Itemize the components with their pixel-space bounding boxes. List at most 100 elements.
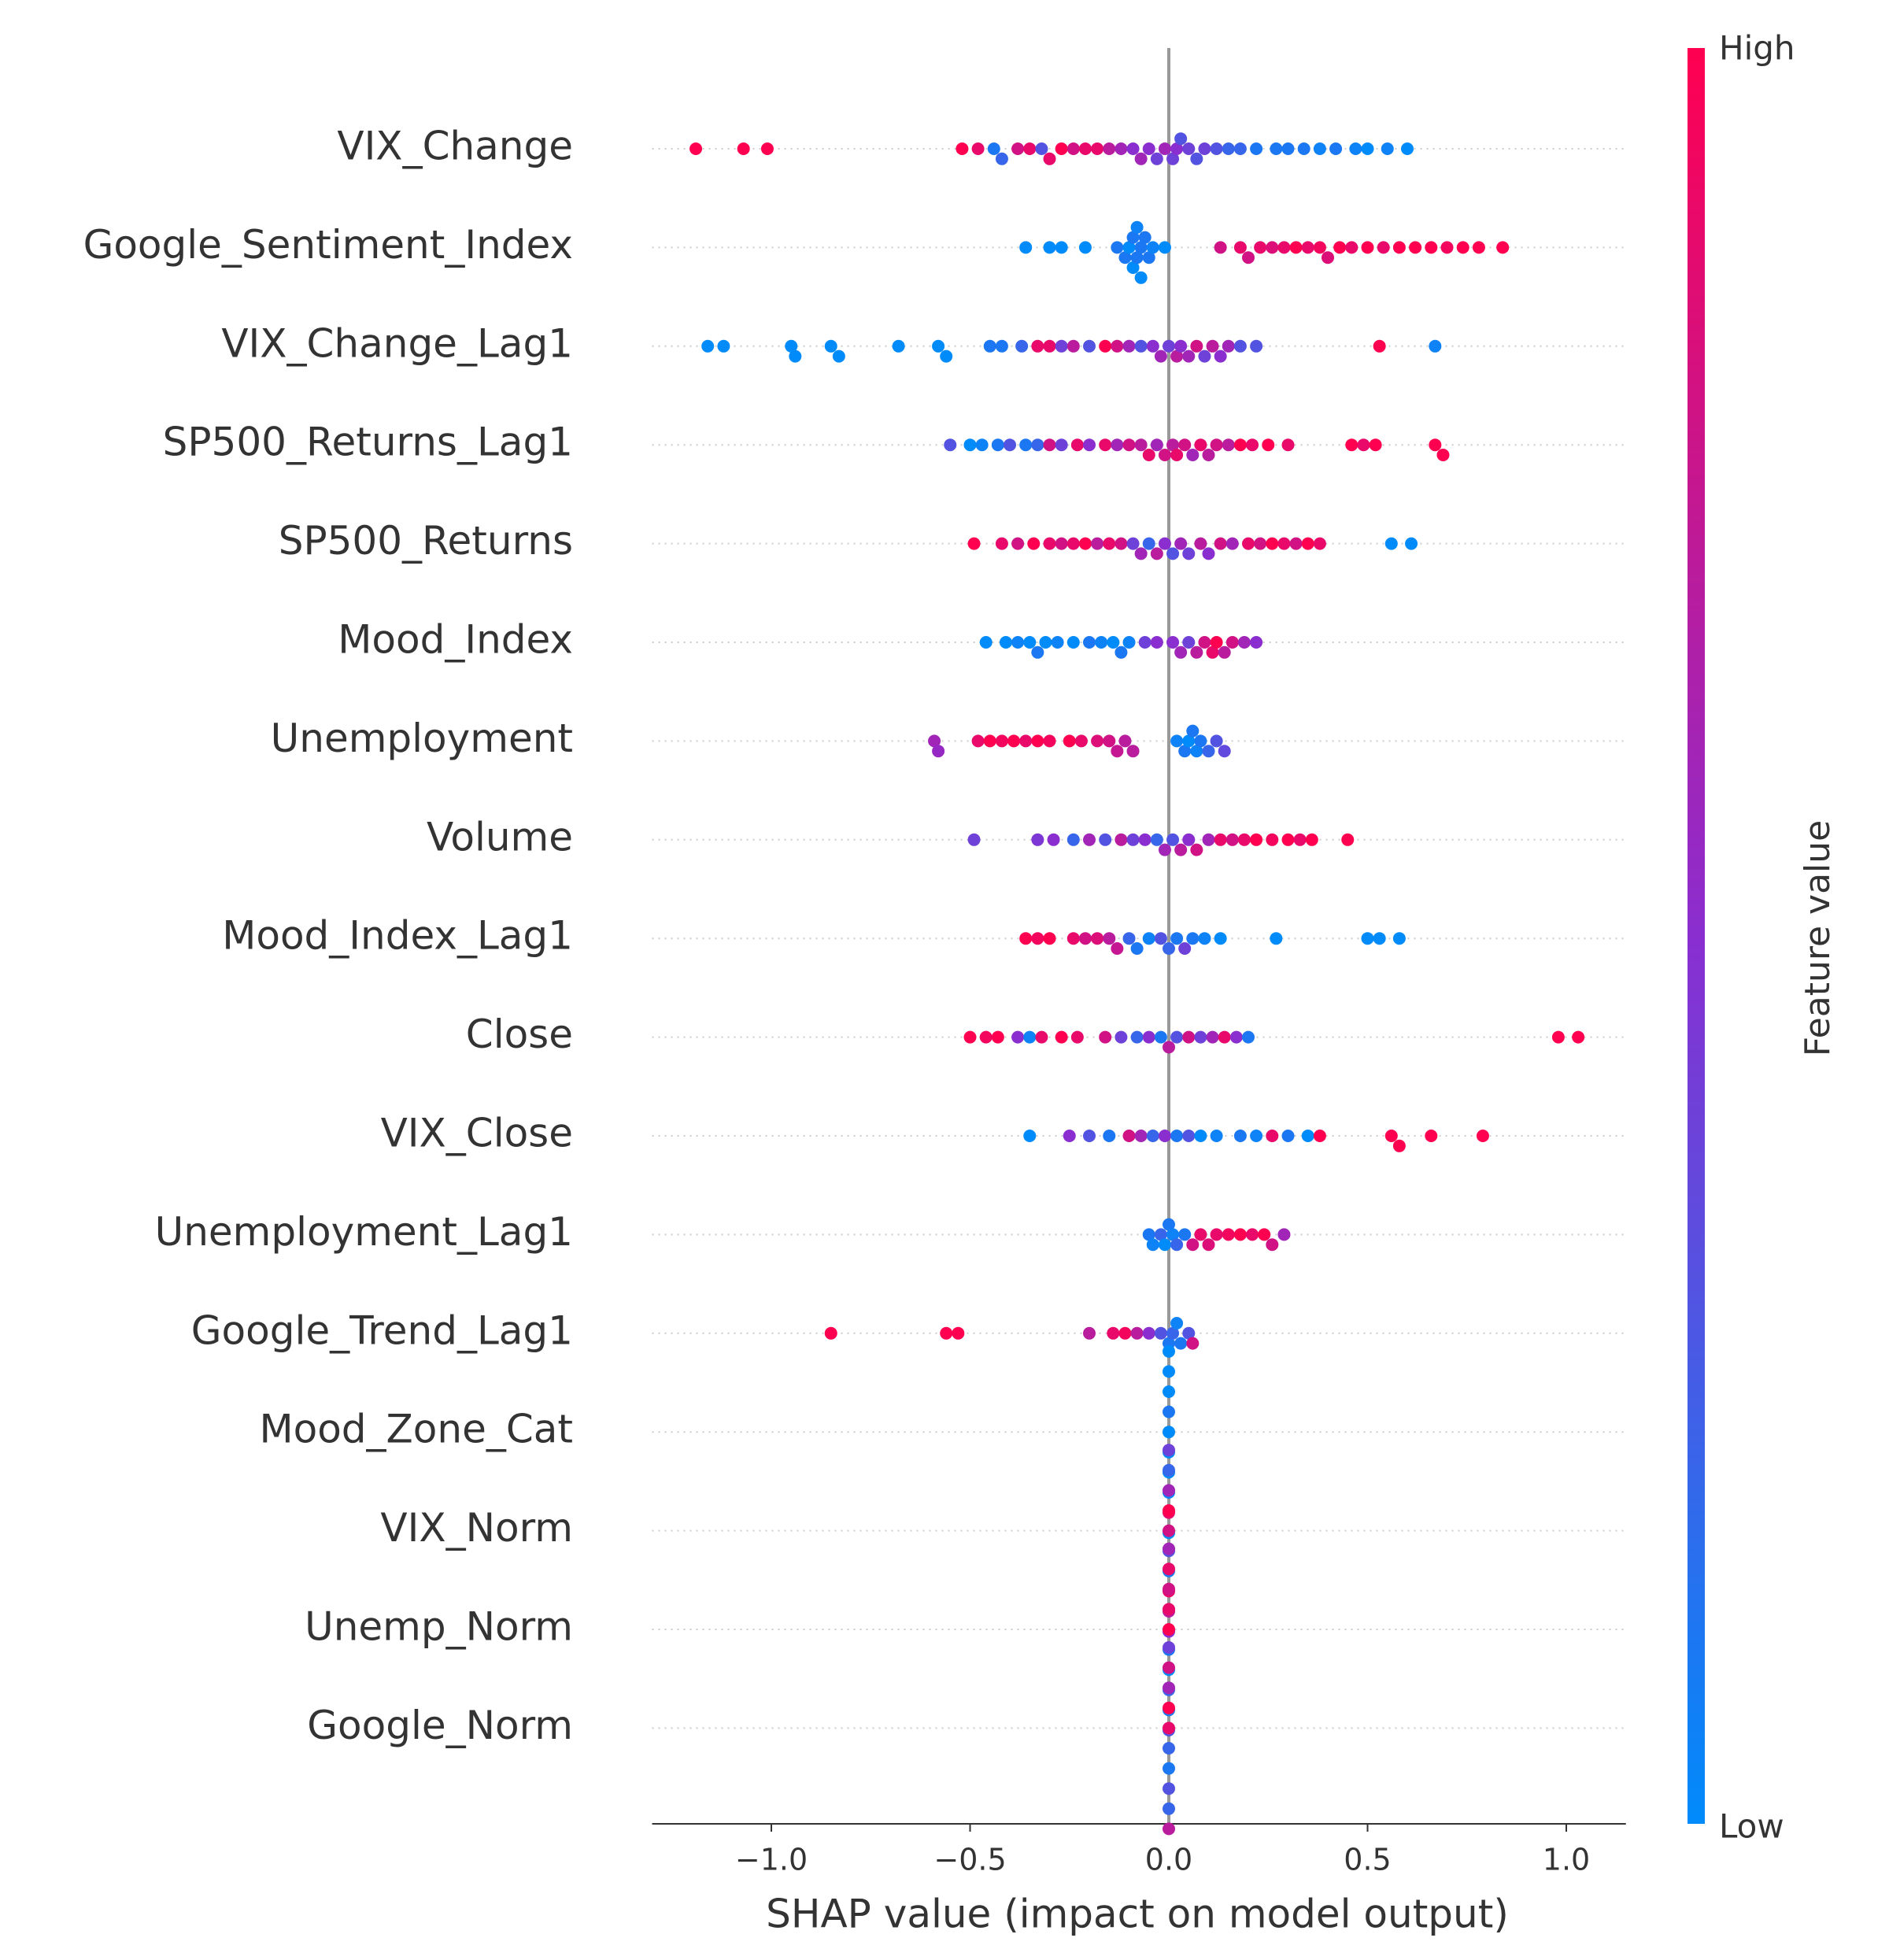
dot [1023,142,1037,155]
dot [1043,734,1056,748]
dot [1019,241,1033,254]
dot [1066,636,1080,649]
dot [689,142,703,155]
dot [1178,745,1192,758]
feature-label: Mood_Index_Lag1 [222,913,573,959]
dot [1154,349,1167,363]
dot [1369,438,1382,452]
dot [944,438,957,452]
dot [1270,142,1283,155]
dot [1194,1130,1207,1142]
dot [1266,833,1279,846]
dot [1111,745,1124,758]
dot [1163,1782,1175,1795]
dot [1150,438,1163,452]
dot [1070,1030,1084,1044]
feature-label: SP500_Returns [279,518,573,564]
dot [1425,1130,1438,1142]
dot [789,349,802,363]
dot [1194,537,1207,550]
dot [1063,1130,1076,1142]
colorbar-low: Low [1719,1807,1784,1846]
dot [1115,1030,1128,1044]
dot [1163,1385,1175,1398]
dot [1130,251,1144,264]
dot [1055,438,1068,452]
dot [1301,241,1314,254]
dot [1158,449,1171,461]
dot [1122,1130,1136,1142]
dot [701,339,715,353]
dot [1011,142,1025,155]
dot [1158,537,1171,550]
dot [1074,734,1088,748]
dot [1225,636,1239,649]
dot [1031,833,1044,846]
feature-label: Close [466,1011,573,1057]
feature-label: Unemployment [271,716,573,761]
dot [1381,142,1394,155]
dot [1163,1603,1175,1616]
dot [1186,724,1200,738]
dot [1166,547,1180,560]
dot [1150,833,1163,846]
dot [1031,932,1044,945]
dot [1126,231,1140,244]
dot [1373,339,1386,353]
dot [1122,241,1136,254]
dot [1222,142,1235,155]
dot [1091,537,1104,550]
dot [1289,537,1303,550]
dot [1218,745,1231,758]
dot [1138,833,1152,846]
dot [1361,932,1374,945]
dot [1345,438,1359,452]
dot [1163,1562,1175,1576]
dot [1222,438,1235,452]
dot [1202,547,1215,560]
dot [1055,339,1068,353]
dot [1011,1030,1025,1044]
dot [1163,1681,1175,1695]
dot [1384,537,1398,550]
dot [1206,339,1219,353]
dot [1166,636,1180,649]
dot [1281,142,1295,155]
dot [1142,1326,1155,1340]
dot [967,833,981,846]
dot [1019,438,1033,452]
dot [995,339,1008,353]
dot [1198,932,1211,945]
dot [1122,438,1136,452]
dot [1237,833,1251,846]
feature-label: VIX_Close [381,1111,573,1156]
dot [1277,241,1291,254]
x-tick-label: 1.0 [1543,1843,1590,1877]
dot [1266,537,1279,550]
dot [1066,932,1080,945]
dot [1198,349,1211,363]
dot [1262,438,1275,452]
dot [1126,261,1140,274]
feature-label: Google_Norm [307,1703,573,1748]
dot [1218,645,1231,659]
dot [1158,1130,1171,1142]
feature-label: Unemployment_Lag1 [155,1209,573,1255]
dot [1163,1623,1175,1636]
dot [1066,537,1080,550]
dot [1138,636,1152,649]
dot [956,142,969,155]
dot [1170,1130,1184,1142]
dot [1373,932,1386,945]
dot [1198,636,1211,649]
dot [1019,734,1033,748]
dot [1130,1326,1144,1340]
dot [1066,833,1080,846]
dot [1349,142,1362,155]
dot [1154,1326,1167,1340]
dot [1392,932,1406,945]
dot [1163,1582,1175,1596]
dot [1293,833,1307,846]
dot [1118,251,1132,264]
dot [1070,438,1084,452]
